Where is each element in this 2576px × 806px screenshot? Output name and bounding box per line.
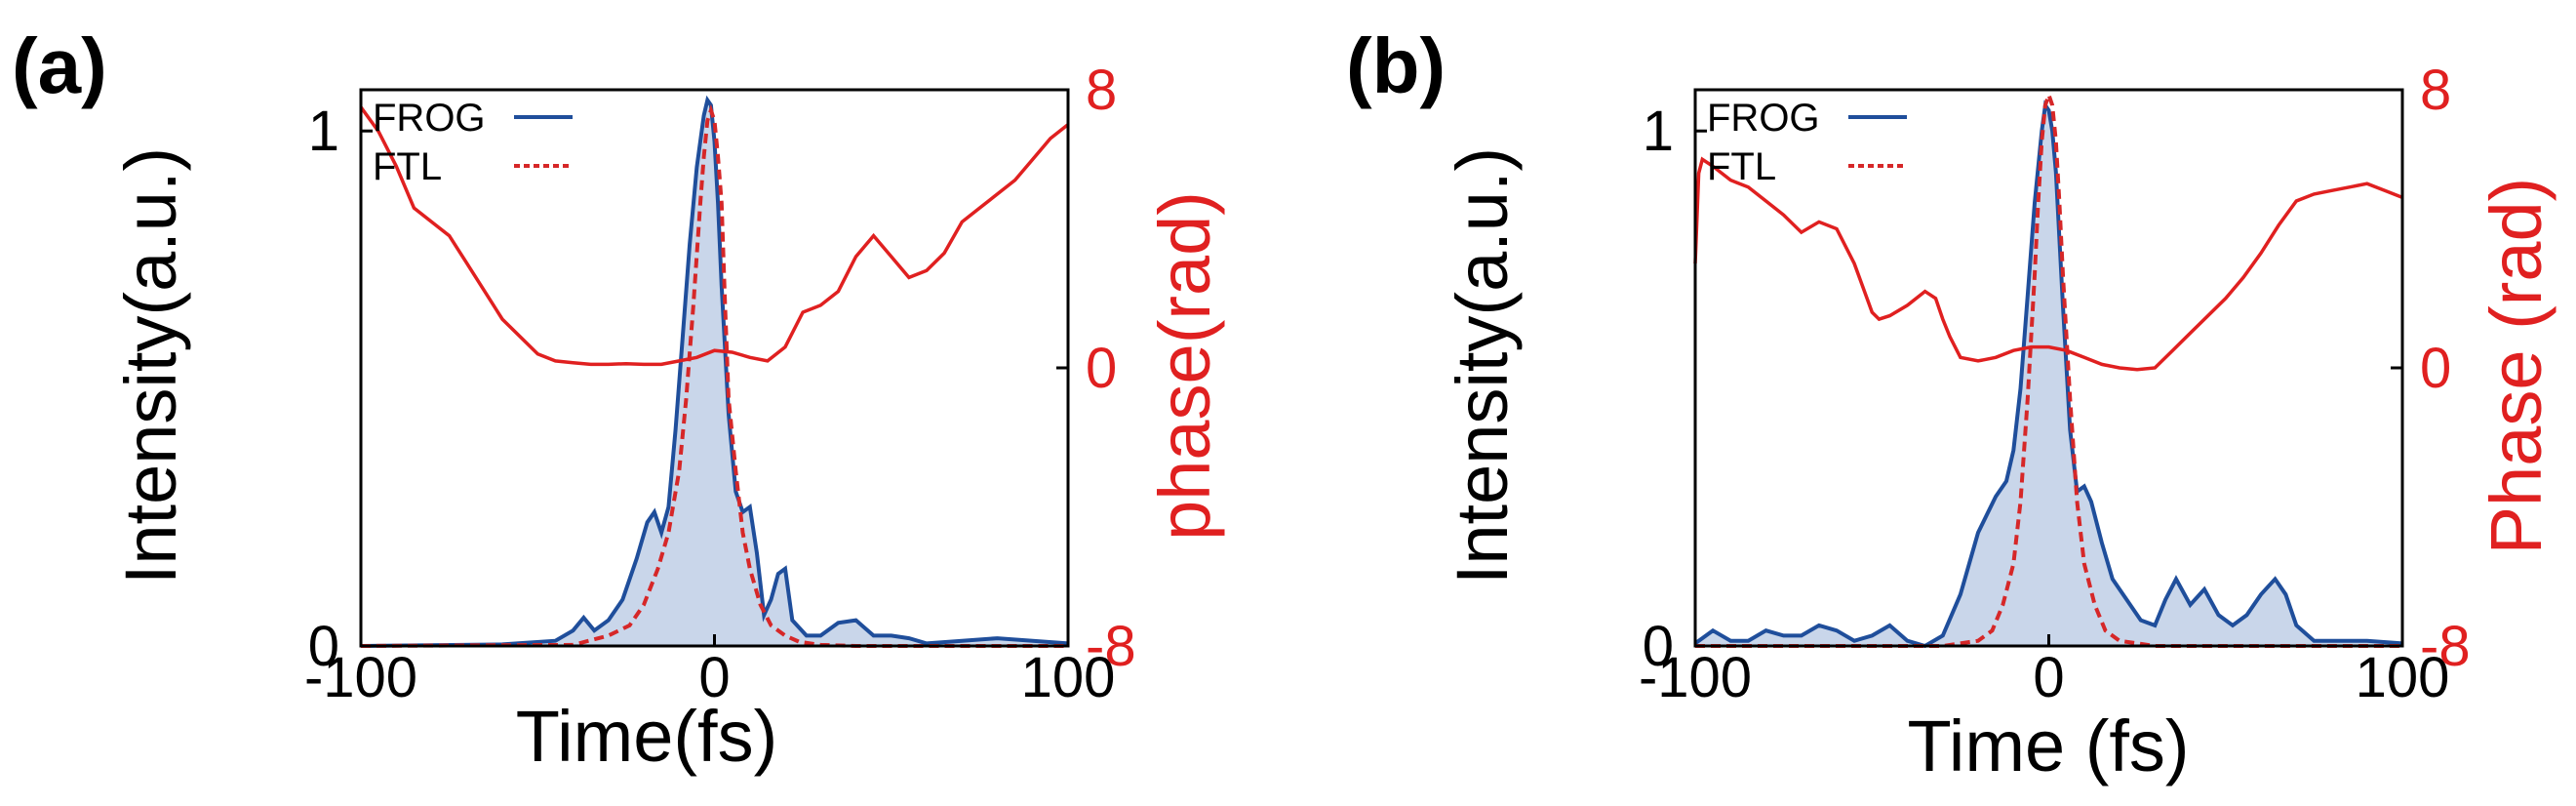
panel-b-left-axis-label: Intensity(a.u.) <box>1442 147 1523 584</box>
panel-a-left-axis-label: Intensity(a.u.) <box>110 147 191 584</box>
panel-b-right-axis-label: Phase (rad) <box>2476 178 2556 555</box>
left-y-tick-label: 0 <box>308 615 339 678</box>
right-y-tick-label: 0 <box>1086 337 1117 400</box>
panel-a-label: (a) <box>12 22 107 109</box>
panel-a-plot-area <box>359 88 1070 648</box>
panel-b-plot-area <box>1693 88 2404 649</box>
left-y-tick-label: 1 <box>1643 100 1674 163</box>
x-tick-label: -100 <box>304 646 417 709</box>
x-tick-label: 100 <box>2356 646 2450 709</box>
panel-b: (b) Intensity(a.u.) Phase (rad) Time (fs… <box>1346 22 2556 786</box>
legend-label-frog: FROG <box>373 97 486 140</box>
series-frog-line <box>360 95 1069 648</box>
series-frog-fill <box>1695 104 2402 647</box>
series-ftl-line <box>1695 89 2402 648</box>
left-y-tick-label: 1 <box>308 100 339 163</box>
series-phase-line <box>359 105 1070 367</box>
right-y-tick-label: -8 <box>1086 615 1136 678</box>
panel-b-legend: FROG FTL <box>1707 97 1907 188</box>
legend-label-ftl: FTL <box>1707 145 1776 188</box>
legend-label-frog: FROG <box>1707 97 1820 140</box>
panel-a-right-axis-label: phase(rad) <box>1144 191 1225 541</box>
right-y-tick-label: -8 <box>2420 615 2471 678</box>
right-y-tick-label: 0 <box>2420 337 2451 400</box>
right-y-tick-label: 8 <box>2420 59 2451 122</box>
series-frog-fill <box>361 100 1068 647</box>
x-tick-label: 100 <box>1021 646 1116 709</box>
panel-a-legend: FROG FTL <box>373 97 573 188</box>
panel-a: (a) Intensity(a.u.) phase(rad) Time(fs) … <box>12 22 1225 777</box>
legend-label-ftl: FTL <box>373 145 442 188</box>
panel-b-label: (b) <box>1346 22 1446 109</box>
right-y-tick-label: 8 <box>1086 59 1117 122</box>
panel-b-x-axis-label: Time (fs) <box>1907 705 2189 786</box>
series-frog-line <box>1693 100 2403 649</box>
x-tick-label: 0 <box>698 646 730 709</box>
series-phase-line <box>1693 156 2403 372</box>
left-y-tick-label: 0 <box>1643 615 1674 678</box>
x-tick-label: -100 <box>1639 646 1752 709</box>
panel-a-x-axis-label: Time(fs) <box>516 696 778 777</box>
x-tick-label: 0 <box>2033 646 2064 709</box>
